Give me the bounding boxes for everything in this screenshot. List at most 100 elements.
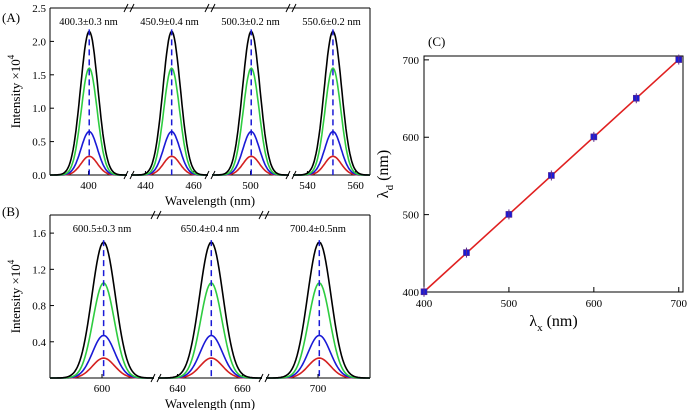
- y-axis-title-superscript: 4: [6, 54, 16, 59]
- x-axis-title: Wavelength (nm): [165, 396, 255, 410]
- peak-label: 550.6±0.2 nm: [302, 17, 361, 28]
- segment-1: 400 400.3±0.3 nm: [50, 3, 135, 192]
- segment-3: 500 500.3±0.2 nm: [212, 3, 297, 192]
- y-tick-label: 2.0: [32, 36, 46, 48]
- x-tick-label: 600: [94, 383, 111, 395]
- y-tick-label: 1.0: [32, 103, 46, 115]
- panel-label: (A): [2, 10, 20, 25]
- x-tick-label: 560: [347, 180, 364, 192]
- x-tick-label: 500: [242, 180, 259, 192]
- segment-4: 540 560 550.6±0.2 nm: [293, 17, 370, 192]
- spectrum-line-blue: [131, 130, 208, 176]
- y-tick-label: 500: [403, 210, 420, 222]
- x-axis-title-subscript: x: [537, 322, 543, 334]
- axis-break-mark: [291, 3, 297, 13]
- peak-label: 650.4±0.4 nm: [181, 224, 240, 235]
- spectrum-line-blue: [293, 130, 370, 176]
- spectrum-line-red: [158, 357, 262, 379]
- peak-label: 600.5±0.3 nm: [73, 224, 132, 235]
- axis-break-mark: [258, 210, 264, 220]
- axis-break-mark: [123, 170, 129, 180]
- y-tick-label: 1.6: [32, 228, 46, 240]
- spectrum-line-black: [266, 241, 370, 379]
- y-tick-label: 1.5: [32, 70, 46, 82]
- y-axis-title-text: Intensity ×10: [8, 59, 23, 128]
- y-axis-title-symbol: λ: [375, 190, 392, 198]
- peak-label: 500.3±0.2 nm: [221, 17, 280, 28]
- spectrum-line-black: [50, 241, 154, 379]
- y-tick-label: 0.0: [32, 170, 46, 182]
- x-axis-title: Wavelength (nm): [165, 193, 255, 208]
- y-tick-label: 600: [403, 132, 420, 144]
- x-tick-label: 400: [80, 180, 97, 192]
- x-axis-title: λx (nm): [529, 313, 577, 334]
- y-tick-label: 0.5: [32, 137, 46, 149]
- x-tick-label: 600: [586, 298, 603, 310]
- y-tick-label: 1.2: [32, 264, 46, 276]
- panel-label: (B): [2, 204, 19, 219]
- x-tick-label: 700: [671, 298, 688, 310]
- spectrum-line-blue: [50, 334, 154, 379]
- x-tick-label: 500: [501, 298, 518, 310]
- segment-2: 440 460 450.9±0.4 nm: [131, 3, 216, 192]
- peak-label: 450.9±0.4 nm: [140, 17, 199, 28]
- x-tick-label: 660: [234, 383, 251, 395]
- spectrum-line-green: [158, 281, 262, 379]
- y-tick-label: 0.8: [32, 301, 46, 313]
- axis-break-mark: [210, 3, 216, 13]
- spectrum-line-blue: [158, 334, 262, 379]
- y-axis-title-superscript: 4: [6, 259, 16, 264]
- segment-2: 640 660 650.4±0.4 nm: [158, 210, 270, 395]
- peak-label: 400.3±0.3 nm: [59, 17, 118, 28]
- x-tick-label: 460: [185, 180, 202, 192]
- y-axis-title-text: Intensity ×10: [8, 264, 23, 333]
- y-tick-label: 2.5: [32, 3, 46, 15]
- axis-break-mark: [204, 170, 210, 180]
- y-tick-label: 400: [403, 287, 420, 299]
- axis-break-mark: [285, 3, 291, 13]
- axis-break-mark: [150, 210, 156, 220]
- x-tick-label: 700: [310, 383, 327, 395]
- x-axis-title-symbol: λ: [529, 313, 537, 330]
- segment-1: 600 600.5±0.3 nm: [50, 210, 162, 395]
- spectrum-line-green: [212, 67, 289, 176]
- x-tick-label: 640: [169, 383, 186, 395]
- axis-break-mark: [123, 3, 129, 13]
- x-axis-title-unit: (nm): [543, 313, 578, 330]
- axis-break-mark: [204, 3, 210, 13]
- spectrum-line-green: [293, 67, 370, 176]
- plot-frame: [423, 55, 684, 293]
- axis-break-mark: [156, 210, 162, 220]
- panel-b: 0.4 0.8 1.2 1.6 600 600.5±0.3 nm 640 660 650.4±0…: [2, 204, 371, 410]
- axis-break-mark: [150, 373, 156, 383]
- spectrum-line-green: [50, 67, 127, 176]
- spectrum-line-blue: [266, 334, 370, 379]
- x-tick-label: 440: [137, 180, 154, 192]
- y-axis-title: Intensity ×104: [6, 54, 23, 128]
- segment-3: 700 700.4±0.5nm: [266, 224, 370, 395]
- x-tick-label: 400: [416, 298, 433, 310]
- axis-break-mark: [285, 170, 291, 180]
- panel-label: (C): [428, 34, 445, 49]
- y-axis-title: Intensity ×104: [6, 259, 23, 333]
- y-axis-title: λd (nm): [375, 150, 396, 198]
- x-tick-label: 540: [299, 180, 316, 192]
- axis-break-mark: [258, 373, 264, 383]
- spectrum-line-green: [131, 67, 208, 176]
- peak-label: 700.4±0.5nm: [290, 224, 346, 235]
- y-axis-title-subscript: d: [384, 184, 396, 190]
- spectrum-line-black: [293, 30, 370, 176]
- y-tick-label: 700: [403, 55, 420, 67]
- spectrum-line-black: [131, 30, 208, 176]
- y-tick-label: 0.4: [32, 337, 46, 349]
- spectrum-line-green: [50, 282, 154, 379]
- axis-break-mark: [264, 210, 270, 220]
- axis-break-mark: [129, 3, 135, 13]
- y-axis-title-unit: (nm): [375, 150, 392, 185]
- spectrum-line-black: [158, 241, 262, 379]
- spectrum-line-green: [266, 281, 370, 379]
